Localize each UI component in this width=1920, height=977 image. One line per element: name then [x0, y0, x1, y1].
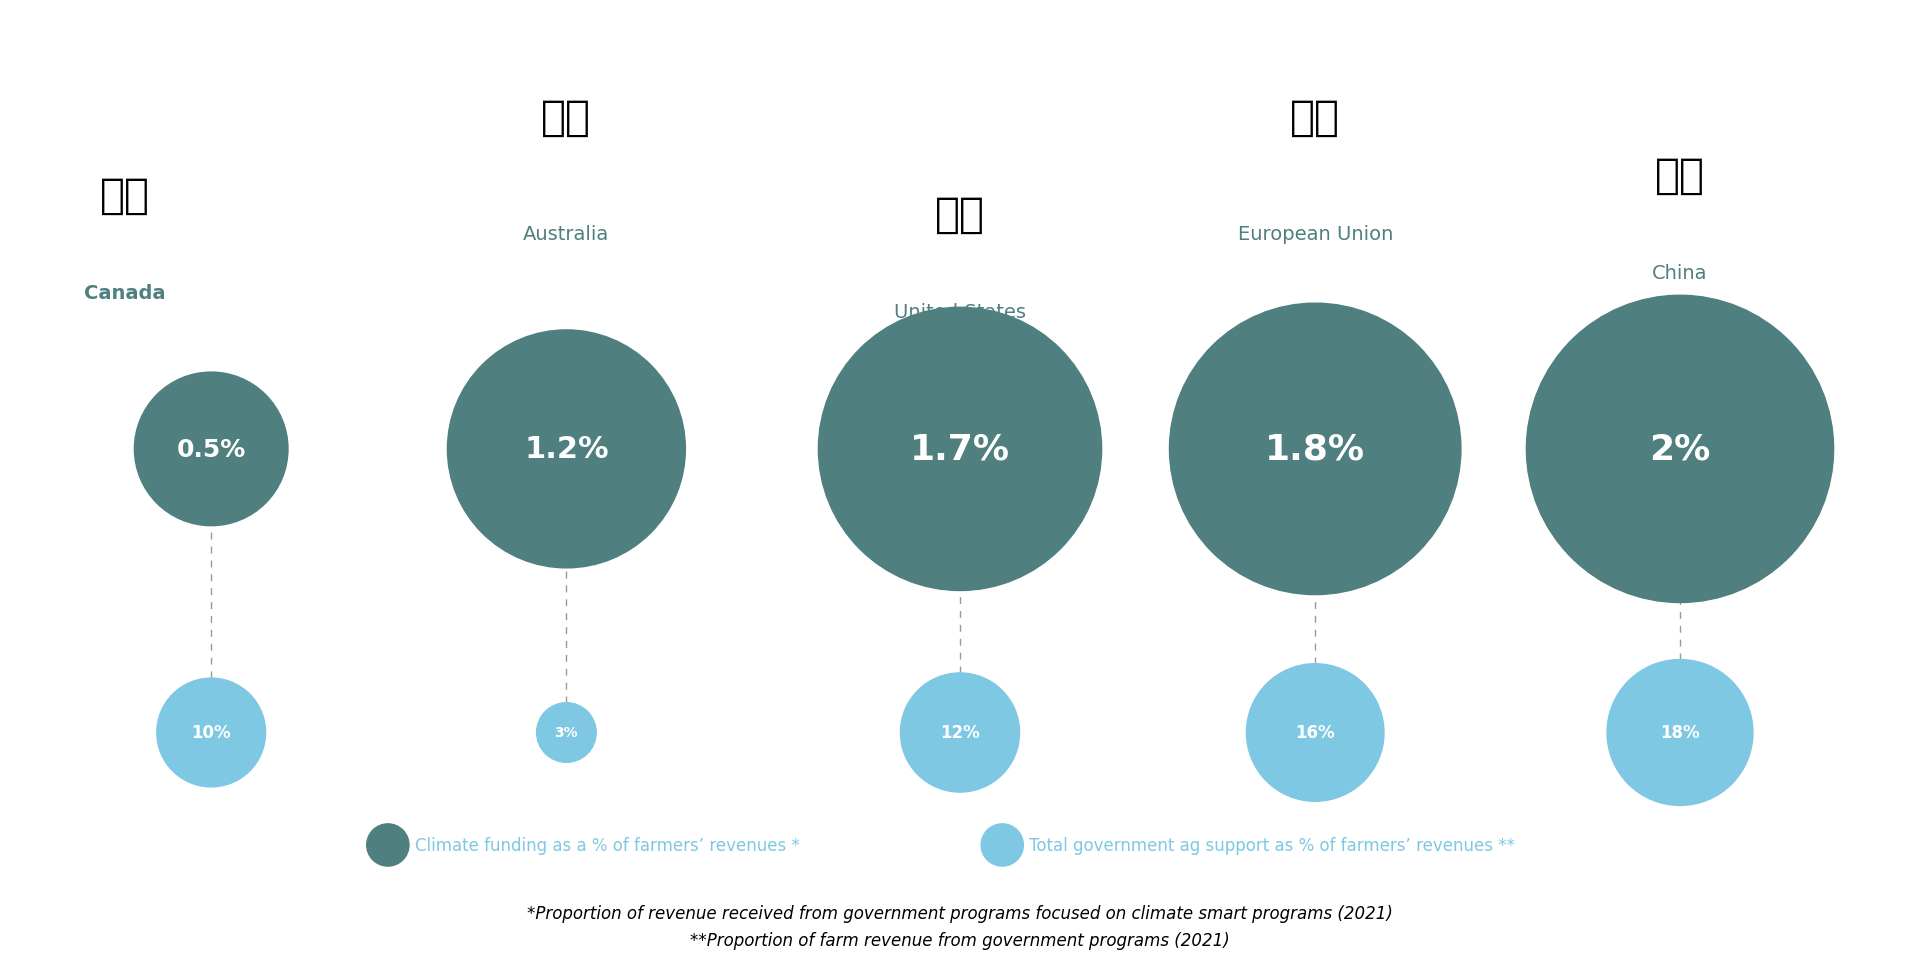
Text: 🇪🇺: 🇪🇺 — [1290, 97, 1340, 138]
Text: China: China — [1653, 264, 1707, 283]
Ellipse shape — [157, 678, 265, 787]
Text: 🇦🇺: 🇦🇺 — [541, 97, 591, 138]
Text: 1.8%: 1.8% — [1265, 433, 1365, 466]
Text: Canada: Canada — [84, 283, 165, 303]
Text: 🇺🇸: 🇺🇸 — [935, 194, 985, 235]
Text: *Proportion of revenue received from government programs focused on climate smar: *Proportion of revenue received from gov… — [528, 905, 1392, 922]
Text: 0.5%: 0.5% — [177, 438, 246, 461]
Ellipse shape — [447, 330, 685, 569]
Text: Australia: Australia — [524, 225, 609, 244]
Ellipse shape — [1607, 659, 1753, 806]
Text: 🇨🇦: 🇨🇦 — [100, 175, 150, 216]
Text: Climate funding as a % of farmers’ revenues *: Climate funding as a % of farmers’ reven… — [415, 836, 799, 854]
Text: 2%: 2% — [1649, 433, 1711, 466]
Ellipse shape — [1526, 296, 1834, 603]
Ellipse shape — [818, 308, 1102, 591]
Text: 10%: 10% — [192, 724, 230, 742]
Text: **Proportion of farm revenue from government programs (2021): **Proportion of farm revenue from govern… — [689, 931, 1231, 949]
Text: United States: United States — [895, 303, 1025, 322]
Text: 12%: 12% — [941, 724, 979, 742]
Ellipse shape — [981, 824, 1023, 867]
Text: Total government ag support as % of farmers’ revenues **: Total government ag support as % of farm… — [1029, 836, 1515, 854]
Ellipse shape — [1246, 664, 1384, 801]
Text: 3%: 3% — [555, 726, 578, 740]
Ellipse shape — [134, 372, 288, 527]
Text: European Union: European Union — [1238, 225, 1392, 244]
Ellipse shape — [1169, 304, 1461, 595]
Text: 16%: 16% — [1296, 724, 1334, 742]
Text: 1.2%: 1.2% — [524, 435, 609, 464]
Ellipse shape — [536, 703, 597, 762]
Ellipse shape — [367, 824, 409, 867]
Text: 1.7%: 1.7% — [910, 433, 1010, 466]
Text: 🇨🇳: 🇨🇳 — [1655, 155, 1705, 196]
Text: 18%: 18% — [1661, 724, 1699, 742]
Ellipse shape — [900, 673, 1020, 792]
